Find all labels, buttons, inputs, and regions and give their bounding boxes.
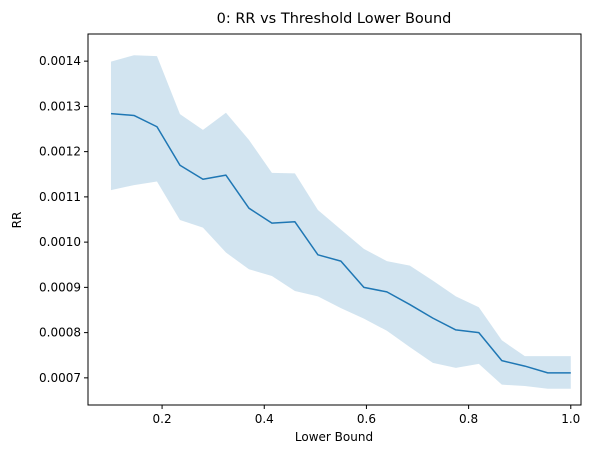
x-tick-label: 0.8 xyxy=(459,412,478,426)
y-tick-label: 0.0009 xyxy=(39,280,81,294)
x-tick-label: 0.4 xyxy=(255,412,274,426)
plot-area xyxy=(110,55,571,389)
x-axis: 0.2 0.4 0.6 0.8 1.0 xyxy=(153,405,580,426)
y-tick-label: 0.0013 xyxy=(39,99,81,113)
x-tick-label: 0.6 xyxy=(357,412,376,426)
y-tick-label: 0.0014 xyxy=(39,54,81,68)
plot-frame xyxy=(87,33,582,406)
y-axis-label: RR xyxy=(10,212,24,229)
y-tick-label: 0.0008 xyxy=(39,326,81,340)
x-axis-label: Lower Bound xyxy=(295,430,373,444)
chart-title: 0: RR vs Threshold Lower Bound xyxy=(217,11,452,27)
series-line-0 xyxy=(110,112,571,374)
y-tick-label: 0.0007 xyxy=(39,371,81,385)
y-tick-label: 0.0011 xyxy=(39,190,81,204)
confidence-band-0 xyxy=(110,55,571,389)
x-tick-label: 0.2 xyxy=(153,412,172,426)
y-tick-label: 0.0012 xyxy=(39,145,81,159)
y-axis: 0.0007 0.0008 0.0009 0.0010 0.0011 0.0012 0.00… xyxy=(39,54,88,385)
x-tick-label: 1.0 xyxy=(561,412,580,426)
y-tick-label: 0.0010 xyxy=(39,235,81,249)
